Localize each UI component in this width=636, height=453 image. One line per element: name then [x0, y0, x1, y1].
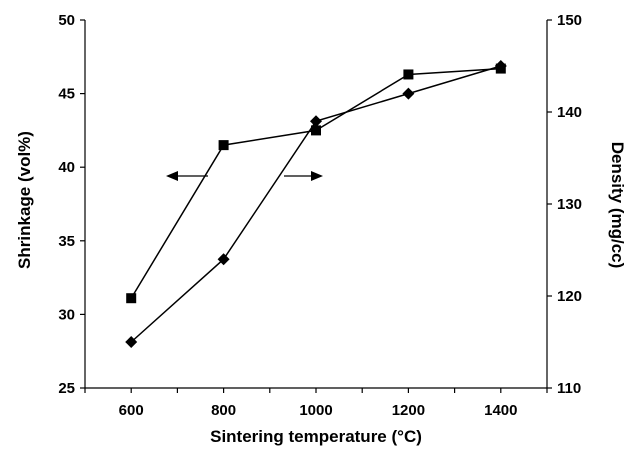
x-tick-label: 800 [211, 402, 236, 419]
diamond-marker [217, 253, 230, 266]
x-tick-label: 1000 [299, 402, 332, 419]
left-axis-arrow-head [166, 171, 178, 181]
right-y-tick-label: 140 [557, 104, 582, 121]
series [125, 60, 507, 348]
right-y-axis-title: Density (mg/cc) [608, 142, 627, 269]
square-marker [311, 125, 321, 136]
right-y-tick-label: 150 [557, 12, 582, 29]
x-tick-label: 600 [119, 402, 144, 419]
ticks: 600 800 1000 1200 1400 25 30 35 40 45 50 110 120 130 1… [58, 12, 582, 419]
diamond-marker [402, 87, 415, 100]
x-axis-title: Sintering temperature (°C) [210, 427, 422, 446]
right-axis-arrow-head [311, 171, 323, 181]
square-marker [218, 140, 229, 151]
left-y-tick-label: 30 [58, 306, 75, 323]
axes [84, 20, 548, 389]
square-series-line [130, 67, 501, 299]
diamond-series-line [130, 65, 502, 343]
diamond-marker [494, 60, 507, 72]
x-tick-label: 1400 [484, 402, 517, 419]
square-marker [126, 293, 137, 304]
right-y-tick-label: 120 [557, 288, 582, 305]
diamond-marker [310, 115, 322, 128]
square-marker [403, 69, 414, 80]
x-tick-label: 1200 [392, 402, 425, 419]
left-y-axis-title: Shrinkage (vol%) [15, 131, 34, 269]
diamond-marker [125, 336, 138, 348]
annotations [166, 171, 323, 181]
left-y-tick-label: 25 [58, 380, 75, 397]
right-y-tick-label: 130 [557, 196, 582, 213]
left-y-tick-label: 50 [58, 12, 75, 29]
left-y-tick-label: 40 [58, 159, 75, 176]
left-y-tick-label: 45 [58, 86, 75, 103]
right-y-tick-label: 110 [557, 380, 581, 397]
left-y-tick-label: 35 [58, 233, 75, 250]
